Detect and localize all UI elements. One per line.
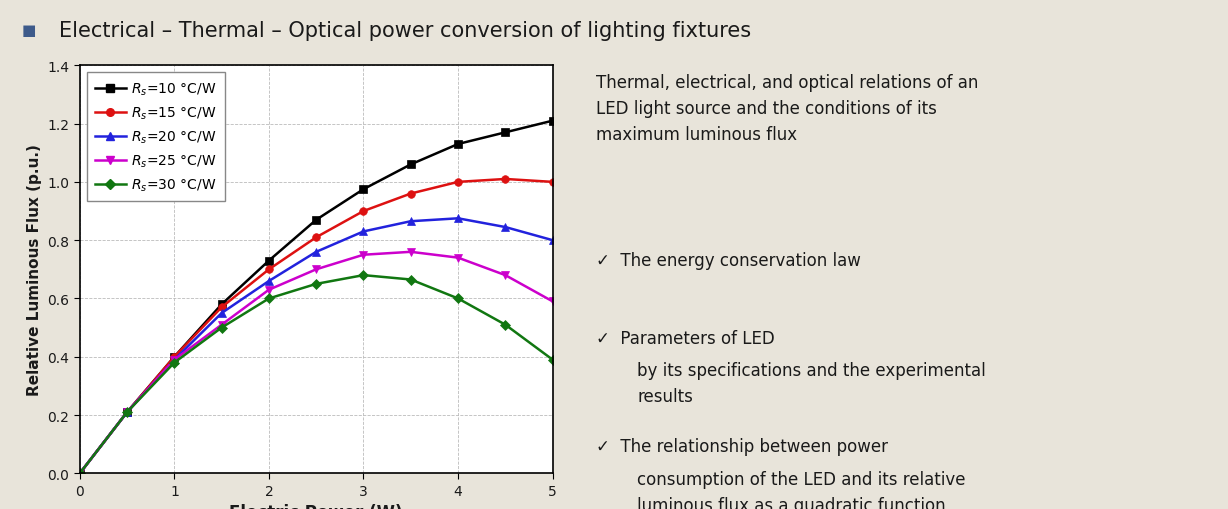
Legend: $R_s$=10 °C/W, $R_s$=15 °C/W, $R_s$=20 °C/W, $R_s$=25 °C/W, $R_s$=30 °C/W: $R_s$=10 °C/W, $R_s$=15 °C/W, $R_s$=20 °… (87, 73, 225, 202)
Text: ✓  Parameters of LED: ✓ Parameters of LED (596, 329, 775, 347)
Text: by its specifications and the experimental
results: by its specifications and the experiment… (637, 362, 986, 405)
Text: consumption of the LED and its relative
luminous flux as a quadratic function: consumption of the LED and its relative … (637, 470, 965, 509)
Text: ✓  The relationship between power: ✓ The relationship between power (596, 437, 888, 456)
Text: Thermal, electrical, and optical relations of an
LED light source and the condit: Thermal, electrical, and optical relatio… (596, 74, 979, 144)
Text: ■: ■ (22, 23, 37, 38)
X-axis label: Electric Power (W): Electric Power (W) (230, 503, 403, 509)
Y-axis label: Relative Luminous Flux (p.u.): Relative Luminous Flux (p.u.) (27, 144, 42, 395)
Text: Electrical – Thermal – Optical power conversion of lighting fixtures: Electrical – Thermal – Optical power con… (59, 21, 752, 41)
Text: ✓  The energy conservation law: ✓ The energy conservation law (596, 251, 861, 269)
